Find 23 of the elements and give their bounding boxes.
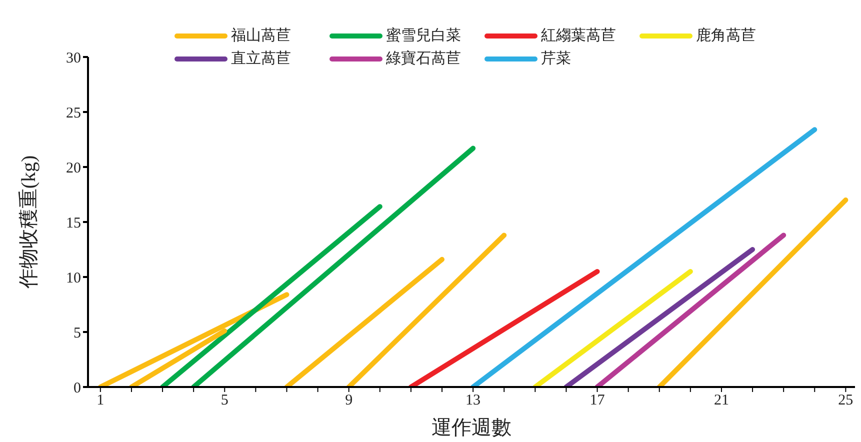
y-axis-title: 作物收穫重(kg)	[18, 155, 40, 290]
x-tick-label: 1	[96, 392, 104, 409]
x-tick-label: 13	[466, 392, 481, 409]
x-tick-label: 25	[838, 392, 854, 409]
legend-label: 蜜雪兒白菜	[386, 26, 461, 45]
legend-label: 芹菜	[541, 50, 571, 68]
legend-label: 鹿角萵苣	[696, 26, 756, 45]
legend-label: 直立萵苣	[231, 49, 291, 68]
legend-label: 綠寶石萵苣	[386, 49, 461, 68]
y-tick-label: 10	[66, 270, 81, 286]
y-tick-label: 15	[66, 215, 81, 232]
legend-label: 福山萵苣	[231, 26, 291, 45]
y-tick-label: 25	[66, 105, 81, 122]
legend-label: 紅縐葉萵苣	[541, 26, 616, 45]
y-tick-label: 0	[74, 380, 81, 396]
x-axis-title: 運作週數	[432, 417, 512, 439]
x-tick-label: 17	[590, 392, 606, 409]
y-tick-label: 5	[74, 325, 81, 342]
x-tick-label: 5	[220, 392, 228, 409]
y-tick-label: 30	[66, 50, 81, 66]
x-tick-label: 21	[714, 392, 729, 409]
y-tick-label: 20	[66, 160, 81, 176]
x-tick-label: 9	[345, 392, 353, 409]
